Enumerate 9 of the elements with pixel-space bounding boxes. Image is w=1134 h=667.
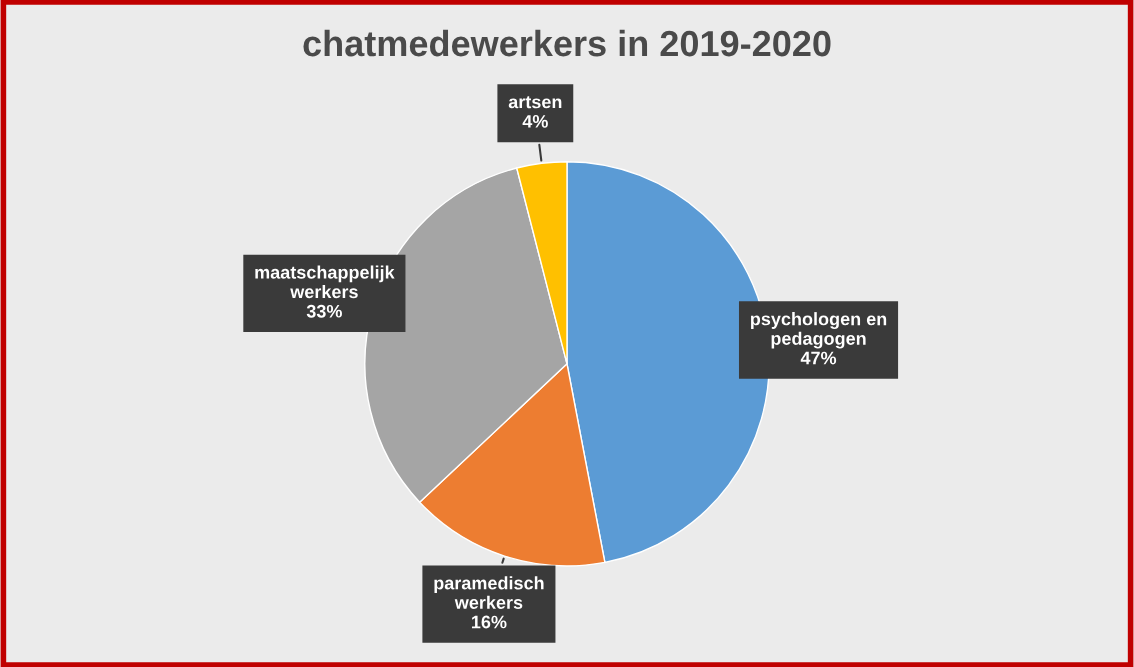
slice-label: artsen: [508, 96, 562, 109]
data-label: 16%: [472, 615, 507, 629]
data-label: 4%: [522, 114, 548, 128]
slice-label: maatschappelijk werkers: [255, 265, 395, 299]
chart-title: chatmedewerkers in 2019-2020: [303, 29, 831, 57]
data-label: 33%: [306, 304, 342, 318]
data-label: 47%: [800, 351, 837, 365]
slice-label: paramedisch werkers: [434, 576, 544, 609]
slice-label: psychologen en pedagogen: [751, 312, 887, 349]
